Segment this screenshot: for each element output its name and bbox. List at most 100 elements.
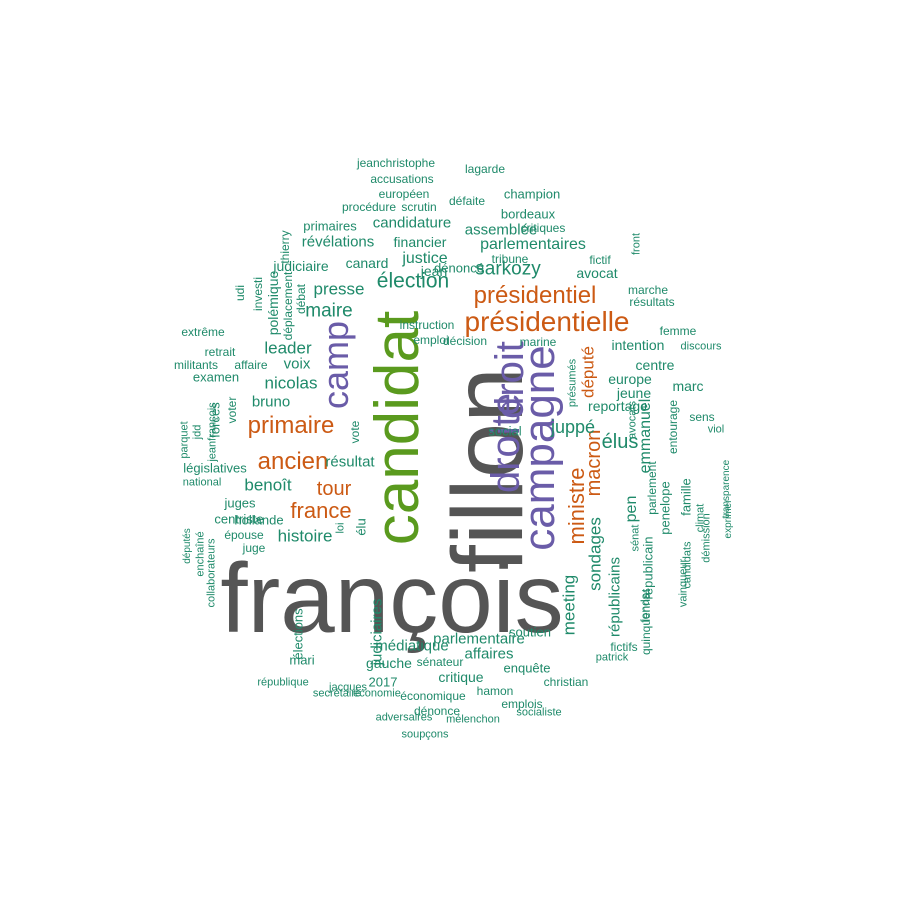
- word-collaborateurs: collaborateurs: [205, 538, 218, 608]
- word-viol: viol: [707, 423, 725, 436]
- word-polemique: polémique: [265, 270, 281, 336]
- word-juges: juges: [224, 495, 256, 511]
- word-vote: vote: [348, 420, 362, 444]
- word-denonce: dénoncé: [434, 260, 484, 276]
- word-avocat: avocat: [576, 265, 618, 281]
- word-intention: intention: [611, 337, 665, 353]
- word-resultat: résultat: [325, 453, 375, 471]
- word-defaite: défaite: [448, 194, 486, 208]
- word-epouse: épouse: [224, 528, 264, 542]
- word-reportage: reportage: [588, 398, 648, 414]
- word-jdd: jdd: [191, 424, 204, 440]
- word-patrick: patrick: [595, 651, 629, 664]
- word-forces: forces: [207, 402, 223, 438]
- word-affaires: affaires: [464, 645, 514, 663]
- word-retrait: retrait: [204, 345, 236, 359]
- word-champion: champion: [503, 186, 561, 202]
- word-hollande: hollande: [234, 512, 284, 528]
- word-marc: marc: [672, 378, 704, 394]
- word-elus: élus: [601, 431, 639, 453]
- word-voix: voix: [283, 355, 311, 373]
- word-jacques: jacques: [329, 681, 367, 694]
- word-scrutin: scrutin: [401, 200, 437, 214]
- word-primaires: primaires: [303, 218, 357, 234]
- word-legislatives: législatives: [183, 460, 247, 476]
- word-front: front: [630, 232, 643, 256]
- word-critiques: critiques: [520, 221, 566, 235]
- word-resultats: résultats: [629, 295, 675, 309]
- word-presse: presse: [313, 279, 365, 299]
- word-camp: camp: [315, 320, 356, 410]
- word-famille: famille: [678, 478, 694, 516]
- word-loi: loi: [334, 522, 347, 534]
- word-marine: marine: [519, 335, 557, 349]
- word-adversaires: adversaires: [375, 711, 433, 724]
- word-judiciaire: judiciaire: [273, 258, 329, 274]
- word-demission: démission: [700, 513, 713, 563]
- word-centre: centre: [635, 357, 675, 373]
- word-depute: député: [578, 346, 598, 398]
- word-national: national: [182, 476, 222, 489]
- word-soupcons: soupçons: [401, 728, 449, 741]
- word-hamon: hamon: [476, 684, 514, 698]
- word-candidature: candidature: [372, 214, 452, 232]
- word-candidats: candidats: [681, 541, 694, 589]
- word-denonce: dénonce: [413, 704, 461, 718]
- word-parquet: parquet: [178, 421, 191, 459]
- word-tour: tour: [316, 478, 352, 500]
- word-emploi: emploi: [413, 333, 449, 347]
- word-thierry: thierry: [278, 230, 292, 264]
- word-penelope: penelope: [657, 481, 673, 535]
- word-bruno: bruno: [251, 393, 291, 411]
- word-quinquennat: quinquennat: [639, 588, 653, 656]
- word-critique: critique: [438, 669, 484, 685]
- word-affaire: affaire: [234, 358, 268, 372]
- word-deputes: députés: [182, 528, 193, 564]
- word-parlementaire: parlementaire: [433, 630, 525, 648]
- word-maire: maire: [305, 300, 353, 322]
- word-mediatique: médiatique: [375, 637, 449, 655]
- word-benoit: benoît: [244, 475, 292, 495]
- word-canard: canard: [345, 255, 389, 271]
- word-parlement: parlement: [645, 461, 659, 515]
- word-examen: examen: [192, 369, 240, 385]
- word-christian: christian: [543, 675, 589, 689]
- word-droit: droit: [488, 341, 532, 419]
- word-economique: économique: [400, 689, 466, 703]
- word-tribune: tribune: [491, 252, 529, 266]
- word-voter: voter: [225, 396, 239, 424]
- word-histoire: histoire: [277, 526, 333, 546]
- word-ancien: ancien: [257, 448, 329, 475]
- word-nicolas: nicolas: [264, 373, 318, 393]
- word-instruction: instruction: [399, 318, 455, 332]
- word-juppe: juppé: [550, 417, 596, 437]
- word-assemblee: assemblée: [464, 221, 538, 239]
- word-europe: europe: [608, 371, 652, 387]
- word-accusations: accusations: [370, 172, 434, 186]
- word-senat: sénat: [629, 524, 642, 552]
- word-marche: marche: [627, 283, 669, 297]
- word-parlementaires: parlementaires: [480, 236, 586, 253]
- word-juge: juge: [242, 541, 266, 555]
- word-jeune: jeune: [616, 385, 652, 401]
- word-socialiste: socialiste: [516, 706, 562, 719]
- word-decision: décision: [442, 334, 488, 348]
- word-emplois: emplois: [501, 697, 543, 711]
- word-femme: femme: [659, 324, 697, 338]
- word-pen: pen: [623, 495, 640, 523]
- word-transparence: transparence: [721, 459, 732, 519]
- word-centriste: centriste: [214, 511, 264, 527]
- word-jean: jean: [420, 263, 448, 279]
- word-sarkozy: sarkozy: [475, 258, 541, 280]
- word-social: social: [488, 423, 522, 439]
- word-secretaire: secrétaire: [312, 687, 362, 700]
- word-presumes: présumés: [566, 358, 579, 408]
- word-republicains: républicains: [606, 556, 624, 638]
- word-bordeaux: bordeaux: [500, 206, 556, 222]
- word-entourage: entourage: [666, 399, 680, 455]
- word-soutien: soutien: [509, 624, 551, 640]
- word-presidentielle: présidentielle: [464, 306, 630, 337]
- word-militants: militants: [173, 358, 219, 372]
- word-francois: françois: [220, 543, 564, 653]
- word-elu: élu: [353, 518, 369, 536]
